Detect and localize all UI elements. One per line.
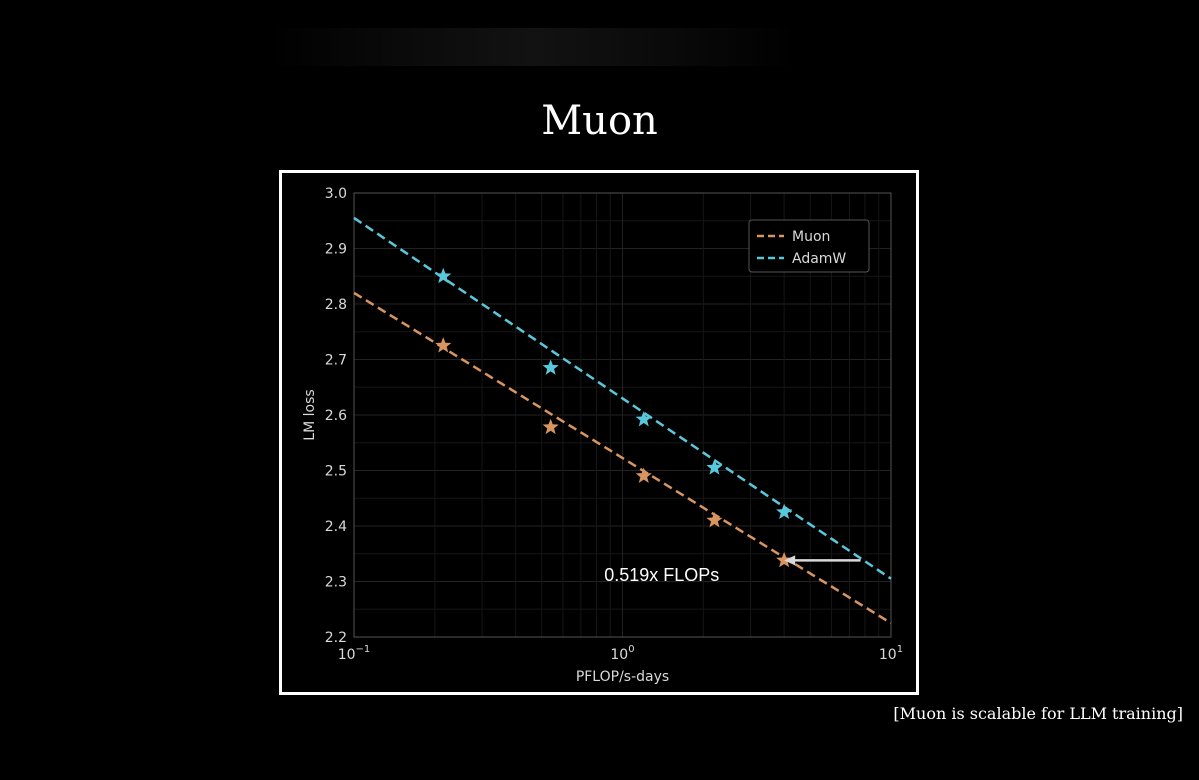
x-tick-label: 10−1 [338,644,371,663]
y-tick-label: 2.5 [325,464,347,480]
figure-frame: 2.2 2.3 2.4 2.5 2.6 2.7 2.8 2.9 3.0 10−1 100 101 P… [279,170,919,695]
series-adamw [353,216,892,580]
x-tick-label: 101 [879,644,903,663]
loss-chart: 2.2 2.3 2.4 2.5 2.6 2.7 2.8 2.9 3.0 10−1 100 101 P… [302,186,903,685]
adamw-fit-line [353,216,892,580]
series [353,216,892,625]
y-tick-label: 2.7 [325,353,347,369]
y-tick-label: 2.2 [325,630,347,646]
annotation-arrow-head [784,555,796,566]
y-tick-label: 2.4 [325,519,347,535]
adamw-point [776,503,793,519]
top-banner [268,28,798,66]
muon-point [706,511,723,528]
muon-point [435,337,452,353]
y-tick-label: 2.6 [325,408,347,424]
legend-label-adamw: AdamW [792,251,846,267]
y-ticks: 2.2 2.3 2.4 2.5 2.6 2.7 2.8 2.9 3.0 [325,186,347,646]
muon-point [776,551,793,568]
series-muon [353,291,892,625]
adamw-point [542,359,559,375]
y-tick-label: 2.9 [325,242,347,258]
y-tick-label: 3.0 [325,186,347,202]
x-tick-label: 100 [610,644,634,663]
legend-label-muon: Muon [792,229,830,245]
y-axis-label: LM loss [302,389,318,440]
adamw-point [706,459,723,475]
annotation: 0.519x FLOPs [604,555,861,585]
adamw-point [435,267,452,284]
x-ticks: 10−1 100 101 [338,644,903,663]
x-axis-label: PFLOP/s-days [576,669,669,685]
y-tick-label: 2.3 [325,575,347,591]
plot-border [353,192,892,638]
annotation-label: 0.519x FLOPs [604,565,719,585]
y-tick-label: 2.8 [325,297,347,313]
adamw-point [635,410,652,427]
muon-point [542,418,559,435]
muon-point [635,467,652,483]
legend: Muon AdamW [748,219,870,273]
page-title: Muon [541,98,658,144]
caption: [Muon is scalable for LLM training] [893,704,1183,723]
